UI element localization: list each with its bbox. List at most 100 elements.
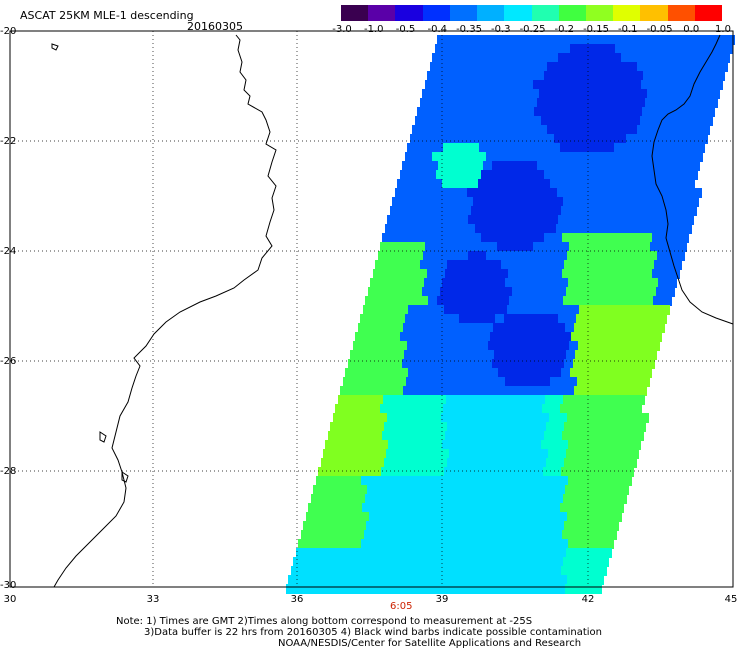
swath-cell (577, 377, 587, 387)
swath-cell (447, 422, 457, 432)
swath-cell (406, 377, 416, 387)
swath-cell (360, 575, 370, 585)
swath-cell (523, 278, 533, 288)
swath-cell (502, 584, 512, 594)
swath-cell (446, 35, 456, 45)
swath-cell (506, 242, 516, 252)
swath-cell (379, 278, 389, 288)
swath-cell (653, 35, 663, 45)
swath-cell (465, 458, 475, 468)
swath-cell (383, 494, 393, 504)
swath-cell (403, 584, 413, 594)
swath-cell (650, 242, 660, 252)
swath-cell (483, 458, 493, 468)
swath-cell (504, 215, 514, 225)
swath-cell (595, 440, 605, 450)
swath-cell (692, 89, 702, 99)
swath-cell (603, 314, 613, 324)
swath-cell (446, 557, 456, 567)
swath-cell (540, 575, 550, 585)
swath-cell (543, 44, 553, 54)
swath-cell (602, 449, 612, 459)
swath-cell (607, 530, 617, 540)
swath-cell (451, 539, 461, 549)
swath-cell (526, 530, 536, 540)
swath-cell (618, 422, 628, 432)
swath-cell (414, 413, 424, 423)
swath-cell (565, 485, 575, 495)
swath-cell (686, 143, 696, 153)
swath-cell (627, 98, 637, 108)
swath-cell (391, 332, 401, 342)
swath-cell (676, 116, 686, 126)
colorbar-segment (422, 5, 450, 21)
swath-cell (487, 377, 497, 387)
swath-cell (456, 458, 466, 468)
swath-cell (569, 404, 579, 414)
swath-cell (598, 71, 608, 81)
swath-cell (579, 467, 589, 477)
colorbar-label: -0.5 (395, 24, 416, 35)
swath-cell (519, 98, 529, 108)
swath-cell (510, 98, 520, 108)
swath-cell (323, 548, 333, 558)
swath-cell (608, 35, 618, 45)
swath-cell (619, 386, 629, 396)
swath-cell (383, 296, 393, 306)
swath-cell (536, 197, 546, 207)
swath-cell (498, 206, 508, 216)
swath-cell (422, 449, 432, 459)
swath-cell (660, 107, 670, 117)
swath-cell (613, 440, 623, 450)
swath-cell (457, 125, 467, 135)
swath-cell (572, 35, 582, 45)
swath-cell (504, 152, 514, 162)
swath-cell (405, 413, 415, 423)
swath-cell (612, 413, 622, 423)
swath-cell (335, 404, 345, 414)
swath-cell (663, 260, 673, 270)
swath-cell (506, 341, 516, 351)
swath-cell (348, 422, 358, 432)
swath-cell (370, 539, 380, 549)
swath-cell (447, 161, 457, 171)
swath-cell (517, 530, 527, 540)
swath-cell (541, 440, 551, 450)
swath-cell (377, 350, 387, 360)
swath-cell (424, 278, 434, 288)
swath-cell (419, 134, 429, 144)
swath-cell (522, 314, 532, 324)
swath-cell (386, 548, 396, 558)
swath-cell (566, 350, 576, 360)
swath-cell (487, 179, 497, 189)
colorbar (341, 5, 723, 21)
swath-cell (366, 422, 376, 432)
swath-cell (405, 215, 415, 225)
swath-cell (603, 512, 613, 522)
swath-cell (339, 458, 349, 468)
swath-cell (288, 575, 298, 585)
swath-cell (577, 278, 587, 288)
swath-cell (513, 413, 523, 423)
swath-cell (474, 359, 484, 369)
swath-cell (634, 71, 644, 81)
swath-cell (607, 233, 617, 243)
swath-cell (447, 458, 457, 468)
swath-cell (355, 530, 365, 540)
swath-cell (479, 242, 489, 252)
swath-cell (534, 107, 544, 117)
swath-cell (473, 395, 483, 405)
swath-cell (525, 206, 535, 216)
swath-cell (591, 422, 601, 432)
swath-cell (445, 170, 455, 180)
swath-cell (581, 35, 591, 45)
swath-cell (582, 458, 592, 468)
swath-cell (345, 566, 355, 576)
swath-cell (522, 53, 532, 63)
swath-cell (537, 521, 547, 531)
swath-cell (403, 386, 413, 396)
swath-cell (309, 566, 319, 576)
swath-cell (675, 53, 685, 63)
swath-cell (496, 476, 506, 486)
swath-cell (498, 566, 508, 576)
